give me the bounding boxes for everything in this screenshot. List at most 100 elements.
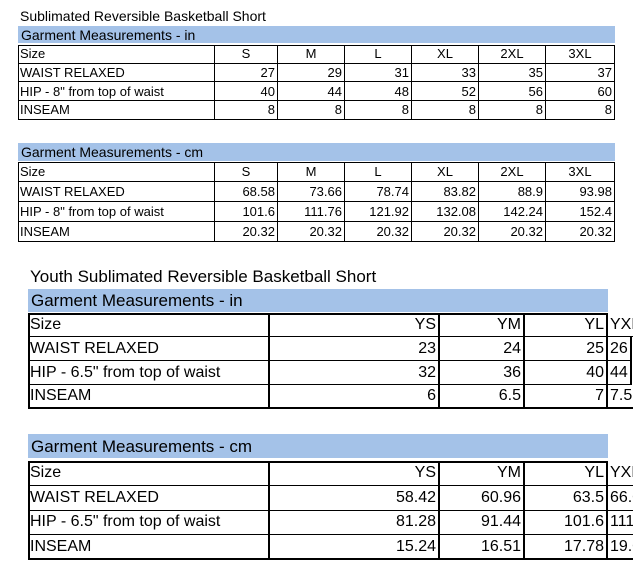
value-cell: 111.76 [278,202,345,222]
header-cell: YM [440,461,525,486]
value-cell: 7 [525,385,608,409]
row-label: WAIST RELAXED [18,63,215,83]
table [18,162,615,242]
value-cell: 78.74 [345,182,412,202]
value-cell: 20.32 [278,222,345,242]
header-cell: L [345,45,412,64]
value-cell: 88.9 [479,182,546,202]
table-caption: Garment Measurements - cm [18,143,615,161]
row-label: HIP - 8" from top of waist [18,82,215,102]
header-cell: L [345,162,412,182]
row-label: INSEAM [18,222,215,242]
value-cell: 16.51 [440,535,525,560]
value-cell: 8 [345,101,412,120]
value-cell: 121.92 [345,202,412,222]
table-caption: Garment Measurements - in [18,26,615,43]
table [28,313,608,409]
value-cell: 111.76 [608,511,633,536]
value-cell: 24 [440,337,525,361]
value-cell: 15.24 [270,535,440,560]
table [18,45,615,120]
row-label: INSEAM [18,101,215,120]
value-cell: 101.6 [525,510,608,536]
header-cell: 2XL [479,162,546,182]
value-cell: 60.96 [440,485,525,511]
value-cell: 31 [345,63,412,83]
value-cell: 7.5 [608,385,633,409]
header-cell: S [215,162,278,182]
row-label: INSEAM [28,535,270,560]
value-cell: 26 [608,337,632,361]
header-cell: YL [525,313,608,337]
header-cell: YL [525,461,608,486]
header-cell: Size [28,313,270,337]
table-caption: Garment Measurements - cm [28,434,608,458]
value-cell: 20.32 [215,222,278,242]
header-cell: 2XL [479,45,546,64]
row-label: WAIST RELAXED [28,485,270,511]
row-label: HIP - 8" from top of waist [18,202,215,222]
value-cell: 44 [278,82,345,102]
value-cell: 8 [215,101,278,120]
header-cell: XL [412,45,479,64]
header-cell: 3XL [546,45,615,64]
value-cell: 58.42 [270,485,440,511]
value-cell: 20.32 [479,222,546,242]
value-cell: 40 [215,82,278,102]
value-cell: 20.32 [546,222,615,242]
value-cell: 6 [270,385,440,409]
header-cell: YS [270,461,440,486]
header-cell: YM [440,313,525,337]
value-cell: 33 [412,63,479,83]
value-cell: 93.98 [546,182,615,202]
value-cell: 25 [525,337,608,361]
value-cell: 68.58 [215,182,278,202]
header-cell: Size [28,461,270,486]
header-cell: S [215,45,278,64]
value-cell: 23 [270,337,440,361]
value-cell: 20.32 [345,222,412,242]
section-title: Youth Sublimated Reversible Basketball S… [30,267,377,286]
value-cell: 48 [345,82,412,102]
header-cell: XL [412,162,479,182]
value-cell: 36 [440,361,525,385]
value-cell: 152.4 [546,202,615,222]
header-cell: YS [270,313,440,337]
value-cell: 56 [479,82,546,102]
value-cell: 20.32 [412,222,479,242]
value-cell: 37 [546,63,615,83]
value-cell: 17.78 [525,535,608,560]
header-cell: Size [18,45,215,64]
header-cell: Size [18,162,215,182]
value-cell: 40 [525,361,608,385]
value-cell: 66.04 [608,486,633,511]
value-cell: 132.08 [412,202,479,222]
value-cell: 91.44 [440,510,525,536]
value-cell: 32 [270,361,440,385]
row-label: HIP - 6.5" from top of waist [28,361,270,385]
header-cell: YXL [608,313,633,337]
header-cell: YXL [608,461,633,486]
value-cell: 27 [215,63,278,83]
value-cell: 8 [278,101,345,120]
value-cell: 29 [278,63,345,83]
header-cell: 3XL [546,162,615,182]
value-cell: 60 [546,82,615,102]
value-cell: 19.05 [608,535,633,560]
value-cell: 81.28 [270,510,440,536]
header-cell: M [278,45,345,64]
value-cell: 44 [608,361,632,385]
value-cell: 8 [479,101,546,120]
row-label: WAIST RELAXED [28,337,270,361]
row-label: INSEAM [28,385,270,409]
section-title: Sublimated Reversible Basketball Short [20,7,266,24]
value-cell: 63.5 [525,485,608,511]
header-cell: M [278,162,345,182]
row-label: WAIST RELAXED [18,182,215,202]
value-cell: 52 [412,82,479,102]
value-cell: 83.82 [412,182,479,202]
table-caption: Garment Measurements - in [28,289,608,312]
value-cell: 8 [412,101,479,120]
value-cell: 6.5 [440,385,525,409]
